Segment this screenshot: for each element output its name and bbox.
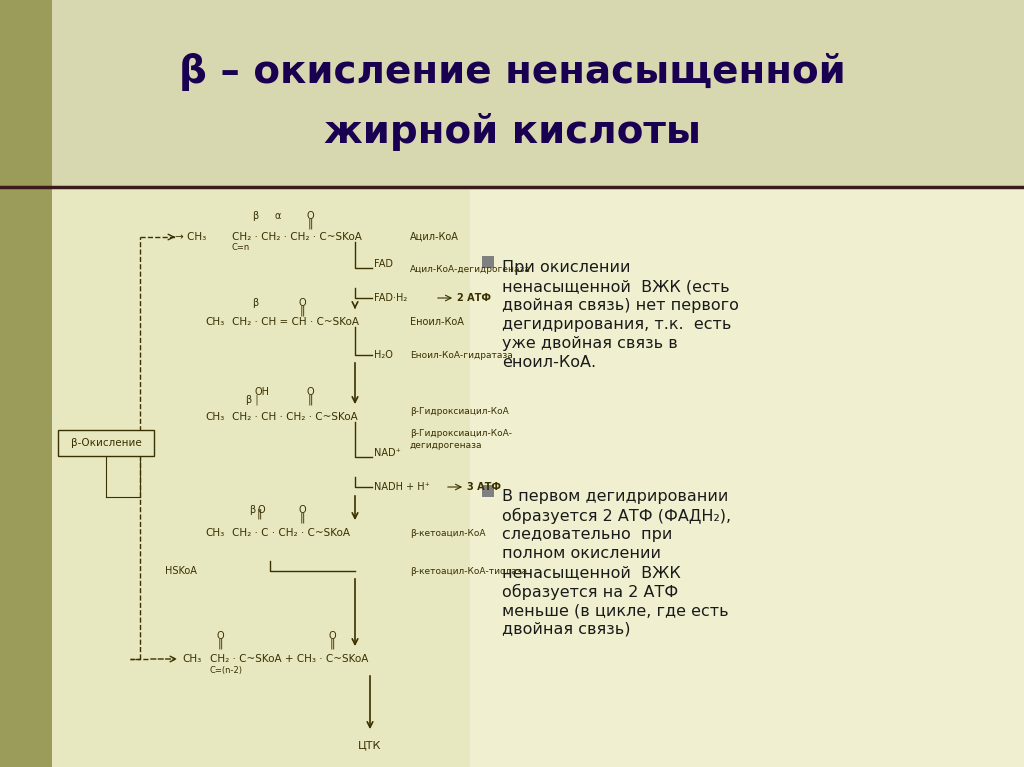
Text: дегидрирования, т.к.  есть: дегидрирования, т.к. есть: [502, 317, 731, 332]
Text: O: O: [216, 631, 224, 641]
Text: ‖: ‖: [307, 394, 312, 405]
Text: CH₂ · C~SKoA + CH₃ · C~SKoA: CH₂ · C~SKoA + CH₃ · C~SKoA: [210, 654, 369, 664]
FancyBboxPatch shape: [0, 0, 52, 767]
FancyBboxPatch shape: [0, 0, 1024, 187]
Text: образуется 2 АТФ (ФАДН₂),: образуется 2 АТФ (ФАДН₂),: [502, 508, 731, 524]
Text: β-Окисление: β-Окисление: [71, 438, 141, 448]
Text: ЦТК: ЦТК: [358, 740, 382, 750]
Text: β-кетоацил-КоА: β-кетоацил-КоА: [410, 528, 485, 538]
Text: CH₃: CH₃: [205, 317, 224, 327]
FancyBboxPatch shape: [58, 430, 154, 456]
Text: CH₂ · CH = CH · C~SKoA: CH₂ · CH = CH · C~SKoA: [232, 317, 359, 327]
Text: β-кетоацил-КоА-тиолаза: β-кетоацил-КоА-тиолаза: [410, 567, 527, 575]
Text: ‖: ‖: [330, 638, 335, 649]
Text: меньше (в цикле, где есть: меньше (в цикле, где есть: [502, 603, 729, 618]
Text: C=(n-2): C=(n-2): [210, 667, 243, 676]
Text: → CH₃: → CH₃: [175, 232, 206, 242]
Text: ‖: ‖: [217, 638, 223, 649]
Text: α: α: [274, 211, 282, 221]
Text: β |: β |: [246, 394, 258, 405]
FancyBboxPatch shape: [482, 256, 494, 268]
Text: CH₂ · CH₂ · CH₂ · C~SKoA: CH₂ · CH₂ · CH₂ · C~SKoA: [232, 232, 361, 242]
Text: O: O: [298, 298, 306, 308]
Text: жирной кислоты: жирной кислоты: [324, 113, 700, 151]
Text: CH₂ · C · CH₂ · C~SKoA: CH₂ · C · CH₂ · C~SKoA: [232, 528, 350, 538]
Text: ненасыщенной  ВЖК: ненасыщенной ВЖК: [502, 565, 681, 580]
Text: дегидрогеназа: дегидрогеназа: [410, 442, 482, 450]
Text: Еноил-КоА-гидратаза: Еноил-КоА-гидратаза: [410, 351, 513, 360]
Text: O: O: [257, 505, 264, 515]
Text: OH: OH: [255, 387, 269, 397]
Text: β – окисление ненасыщенной: β – окисление ненасыщенной: [178, 53, 846, 91]
Text: NAD⁺: NAD⁺: [374, 448, 400, 458]
Text: β: β: [252, 298, 258, 308]
Text: двойная связь): двойная связь): [502, 622, 631, 637]
Text: В первом дегидрировании: В первом дегидрировании: [502, 489, 728, 504]
FancyBboxPatch shape: [482, 485, 494, 497]
Text: 3 АТФ: 3 АТФ: [467, 482, 501, 492]
Text: ‖: ‖: [257, 509, 262, 519]
Text: 2 АТФ: 2 АТФ: [457, 293, 490, 303]
Text: β: β: [249, 505, 255, 515]
Text: еноил-КоА.: еноил-КоА.: [502, 355, 596, 370]
Text: При окислении: При окислении: [502, 260, 631, 275]
Text: CH₂ · CH · CH₂ · C~SKoA: CH₂ · CH · CH₂ · C~SKoA: [232, 412, 357, 422]
Text: Еноил-КоА: Еноил-КоА: [410, 317, 464, 327]
Text: HSKoA: HSKoA: [165, 566, 197, 576]
Text: Ацил-КоА: Ацил-КоА: [410, 232, 459, 242]
Text: O: O: [306, 211, 313, 221]
Text: полном окислении: полном окислении: [502, 546, 662, 561]
Text: FAD·H₂: FAD·H₂: [374, 293, 408, 303]
Text: β: β: [252, 211, 258, 221]
Text: FAD: FAD: [374, 259, 393, 269]
Text: Ацил-КоА-дегидрогеназа: Ацил-КоА-дегидрогеназа: [410, 265, 530, 275]
Text: O: O: [298, 505, 306, 515]
Text: NADH + H⁺: NADH + H⁺: [374, 482, 430, 492]
Text: ‖: ‖: [299, 305, 305, 316]
Text: CH₃: CH₃: [205, 412, 224, 422]
FancyBboxPatch shape: [52, 187, 470, 767]
Text: β-Гидроксиацил-КоА-: β-Гидроксиацил-КоА-: [410, 429, 512, 437]
Text: CH₃: CH₃: [182, 654, 202, 664]
Text: ‖: ‖: [299, 512, 305, 523]
Text: следовательно  при: следовательно при: [502, 527, 673, 542]
Text: ненасыщенной  ВЖК (есть: ненасыщенной ВЖК (есть: [502, 279, 730, 294]
Text: ‖: ‖: [307, 219, 312, 229]
Text: образуется на 2 АТФ: образуется на 2 АТФ: [502, 584, 678, 600]
Text: CH₃: CH₃: [205, 528, 224, 538]
Text: двойная связь) нет первого: двойная связь) нет первого: [502, 298, 739, 313]
Text: уже двойная связь в: уже двойная связь в: [502, 336, 678, 351]
Text: C=n: C=n: [232, 243, 250, 252]
Text: O: O: [306, 387, 313, 397]
Text: O: O: [328, 631, 336, 641]
FancyBboxPatch shape: [470, 187, 1024, 767]
Text: H₂O: H₂O: [374, 350, 393, 360]
Text: β-Гидроксиацил-КоА: β-Гидроксиацил-КоА: [410, 407, 509, 416]
